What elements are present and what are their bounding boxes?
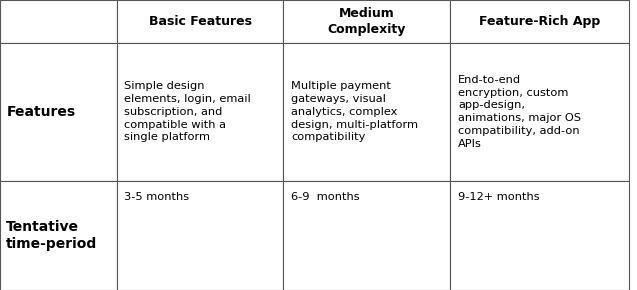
Text: Simple design
elements, login, email
subscription, and
compatible with a
single : Simple design elements, login, email sub… xyxy=(124,81,251,142)
Text: 9-12+ months: 9-12+ months xyxy=(458,192,540,202)
Text: Multiple payment
gateways, visual
analytics, complex
design, multi-platform
comp: Multiple payment gateways, visual analyt… xyxy=(291,81,418,142)
Bar xyxy=(117,0,283,43)
Bar xyxy=(283,0,450,43)
Text: Features: Features xyxy=(6,105,76,119)
Bar xyxy=(117,181,283,290)
Text: 6-9  months: 6-9 months xyxy=(291,192,360,202)
Bar xyxy=(450,43,629,181)
Text: Tentative
time-period: Tentative time-period xyxy=(6,220,97,251)
Bar xyxy=(0,43,117,181)
Bar xyxy=(0,181,117,290)
Text: End-to-end
encryption, custom
app-design,
animations, major OS
compatibility, ad: End-to-end encryption, custom app-design… xyxy=(458,75,581,149)
Bar xyxy=(0,0,117,43)
Text: Medium
Complexity: Medium Complexity xyxy=(327,7,406,36)
Bar xyxy=(283,43,450,181)
Text: Feature-Rich App: Feature-Rich App xyxy=(479,15,600,28)
Bar xyxy=(450,181,629,290)
Text: Basic Features: Basic Features xyxy=(148,15,252,28)
Text: 3-5 months: 3-5 months xyxy=(124,192,189,202)
Bar xyxy=(450,0,629,43)
Bar xyxy=(117,43,283,181)
Bar xyxy=(283,181,450,290)
